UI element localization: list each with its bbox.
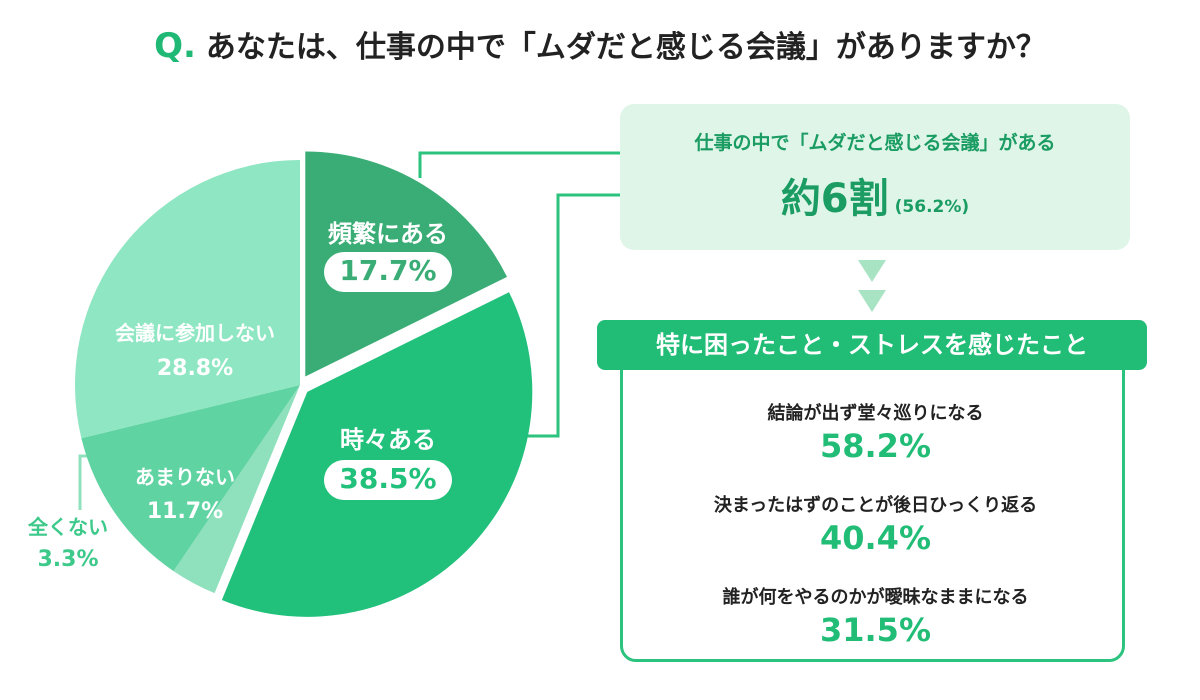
reason-item-1: 結論が出ず堂々巡りになる 58.2% (623, 399, 1128, 465)
reason-text: 結論が出ず堂々巡りになる (767, 403, 984, 424)
reason-item-3: 誰が何をやるのかが曖昧なままになる 31.5% (623, 583, 1128, 649)
slice-value-pill (324, 460, 452, 500)
slice-label: 会議に参加しない (115, 321, 275, 345)
question-prefix: Q. (154, 26, 196, 66)
summary-value: 約6割 (56.2%) (620, 166, 1130, 224)
slice-value: 11.7% (147, 499, 223, 524)
slice-value: 3.3% (37, 547, 98, 572)
reason-text: 決まったはずのことが後日ひっくり返る (713, 495, 1038, 516)
reason-item-2: 決まったはずのことが後日ひっくり返る 40.4% (623, 491, 1128, 557)
question-text: あなたは、仕事の中で「ムダだと感じる会議」がありますか？ (205, 30, 1046, 65)
summary-label: 仕事の中で「ムダだと感じる会議」がある (694, 132, 1056, 154)
detail-box: 結論が出ず堂々巡りになる 58.2% 決まったはずのことが後日ひっくり返る 40… (620, 352, 1125, 662)
pie-slice (173, 385, 300, 594)
summary-box: 仕事の中で「ムダだと感じる会議」がある 約6割 (56.2%) (620, 104, 1130, 250)
slice-value: 17.7% (339, 254, 436, 287)
slice-label: 頻繁にある (328, 220, 448, 248)
slice-value: 28.8% (157, 356, 233, 381)
pie-slice (81, 385, 300, 572)
reason-value: 58.2% (819, 427, 931, 465)
summary-big-value: 約6割 (780, 176, 889, 222)
arrow-down-icon (858, 290, 886, 312)
reason-value: 40.4% (819, 519, 931, 557)
connector-sometimes (520, 193, 620, 438)
summary-percent: (56.2%) (894, 197, 970, 217)
slice-value: 38.5% (339, 462, 436, 495)
slice-label: あまりない (135, 465, 235, 489)
reason-value: 31.5% (819, 611, 931, 649)
slice-label: 時々ある (340, 426, 436, 454)
down-arrows (858, 260, 886, 320)
pie-slice (221, 292, 533, 617)
reason-text: 誰が何をやるのかが曖昧なままになる (722, 587, 1029, 608)
slice-value-pill (324, 252, 452, 292)
pie-slice (75, 160, 300, 439)
slice-label: 全くない (27, 515, 108, 539)
page-title: Q. あなたは、仕事の中で「ムダだと感じる会議」がありますか？ (0, 22, 1200, 66)
arrow-down-icon (858, 260, 886, 282)
connector-frequent (418, 151, 620, 178)
detail-header: 特に困ったこと・ストレスを感じたこと (597, 320, 1147, 370)
